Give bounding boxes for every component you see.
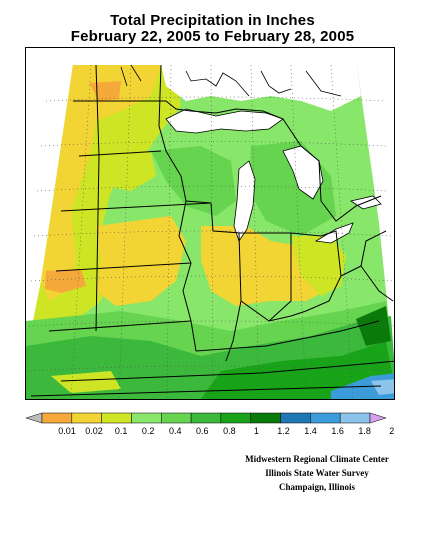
legend-label: 2 [389,426,395,436]
canada-border [73,100,382,222]
map-date-range: February 22, 2005 to February 28, 2005 [70,28,355,45]
legend-label: 1.6 [331,426,344,436]
legend-arrow-low [25,412,43,424]
legend-swatch [101,412,132,424]
legend-swatch [310,412,341,424]
credit-mrcc: Midwestern Regional Climate Center [245,454,389,464]
legend-label: 1.2 [277,426,290,436]
precip-zone-wv-green5 [356,306,391,346]
precip-zone-south-yellowgreen [51,371,121,393]
lake-erie [314,222,354,244]
credit-location: Champaign, Illinois [278,482,356,492]
legend-label: 0.1 [114,426,128,436]
precip-zone-se-lightblue [371,379,394,395]
legend-label: 0.01 [58,426,76,436]
precip-zone-iowa-yellow [96,216,186,306]
lake-superior [165,108,284,134]
legend-label: 0.4 [168,426,182,436]
precip-zone-ks-orange [45,269,86,293]
legend-swatch [190,412,222,424]
graticule [26,64,394,399]
legend-arrow-high [369,412,387,424]
legend-label: 0.2 [141,426,155,436]
legend-swatch [220,412,251,424]
legend-label: 0.8 [223,426,236,436]
legend-swatch [41,412,73,424]
legend-label: 0.02 [85,426,103,436]
map-title: Total Precipitation in Inches [110,12,315,29]
legend-colorbar [25,412,387,424]
precip-zone-ohio-yellowgreen [291,236,346,296]
precip-zone-nd-yellowgreen [106,151,156,191]
legend-swatch [280,412,311,424]
legend-label: 1.4 [304,426,317,436]
legend-label: 0.6 [196,426,209,436]
legend-label: 1.8 [358,426,371,436]
legend-swatch [161,412,192,424]
legend-label: 1 [253,426,259,436]
precipitation-map [25,47,395,400]
canada-north-area [161,65,361,111]
precip-legend: 0.01 0.02 0.1 0.2 0.4 0.6 0.8 1 1.2 1.4 1.6 1.8 2 [0,408,425,438]
legend-swatch [339,412,371,424]
legend-swatch [131,412,162,424]
lake-michigan [233,160,256,242]
legend-swatch [250,412,281,424]
credit-isws: Illinois State Water Survey [265,468,369,478]
legend-swatch [71,412,102,424]
canadian-coastline [120,64,342,97]
precip-zone-wi-green [151,146,236,216]
precip-zone-west-yellow [41,65,161,301]
state-boundaries [30,64,394,397]
